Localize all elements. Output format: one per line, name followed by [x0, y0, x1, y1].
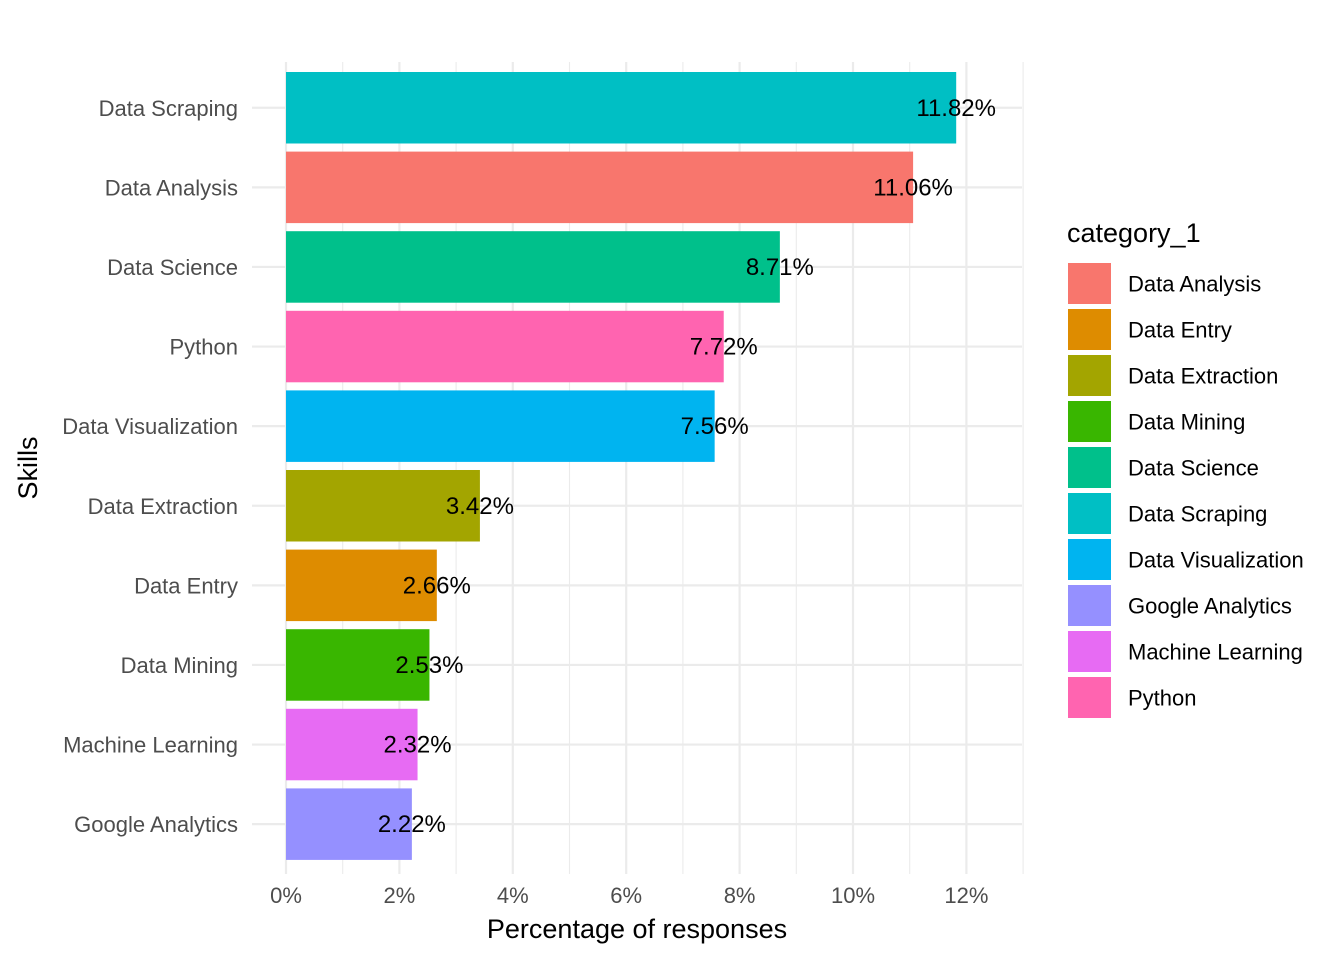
legend-label: Data Scraping: [1128, 502, 1267, 527]
bar-value-labels: 11.82% 11.06% 8.71% 7.72% 7.56% 3.42% 2.66% 2.5…: [378, 95, 996, 838]
bar: [286, 470, 480, 542]
x-tick-label: 0%: [270, 883, 302, 908]
legend-key: [1068, 355, 1111, 396]
bar: [286, 629, 430, 701]
bar: [286, 310, 724, 383]
legend-label: Machine Learning: [1128, 640, 1303, 665]
bar-value-label: 7.72%: [690, 334, 758, 361]
legend-label: Data Science: [1128, 456, 1259, 481]
y-axis-tick-labels: Data Scraping Data Analysis Data Science Py…: [62, 96, 238, 837]
y-tick-label: Data Extraction: [88, 494, 238, 519]
legend-label: Data Analysis: [1128, 272, 1261, 297]
legend-key: [1068, 585, 1111, 626]
legend-key: [1068, 631, 1111, 672]
bar-value-label: 11.82%: [916, 95, 996, 122]
bar-value-label: 2.22%: [378, 811, 446, 838]
bar-value-label: 11.06%: [873, 174, 953, 201]
legend-title: category_1: [1067, 218, 1201, 248]
y-tick-label: Data Analysis: [105, 175, 238, 200]
x-tick-label: 12%: [944, 883, 988, 908]
bar: [286, 708, 418, 781]
bar-value-label: 3.42%: [446, 493, 514, 520]
legend: category_1 Data Analysis Data Entry Data E…: [1067, 218, 1304, 718]
legend-items: Data Analysis Data Entry Data Extraction Da…: [1068, 263, 1304, 718]
legend-key: [1068, 401, 1111, 442]
bar: [286, 788, 412, 860]
bar-value-label: 7.56%: [681, 413, 749, 440]
x-tick-label: 10%: [831, 883, 875, 908]
y-tick-label: Python: [170, 335, 239, 360]
x-axis-tick-labels: 0% 2% 4% 6% 8% 10% 12%: [270, 883, 988, 908]
bar: [286, 390, 715, 462]
x-tick-label: 4%: [497, 883, 529, 908]
legend-key: [1068, 309, 1111, 350]
y-axis-title: Skills: [13, 436, 43, 499]
y-tick-label: Data Visualization: [62, 414, 238, 439]
bar-value-label: 2.53%: [395, 652, 463, 679]
y-tick-label: Google Analytics: [74, 812, 238, 837]
bar: [286, 72, 957, 144]
x-tick-label: 6%: [610, 883, 642, 908]
x-tick-label: 8%: [724, 883, 756, 908]
bar-value-label: 8.71%: [746, 254, 814, 281]
legend-key: [1068, 539, 1111, 580]
y-tick-label: Data Scraping: [99, 96, 238, 121]
legend-label: Python: [1128, 686, 1197, 711]
y-tick-label: Data Science: [107, 255, 238, 280]
y-tick-label: Data Entry: [134, 573, 238, 598]
legend-label: Google Analytics: [1128, 594, 1292, 619]
y-tick-label: Machine Learning: [63, 733, 238, 758]
bar-value-label: 2.32%: [384, 732, 452, 759]
legend-label: Data Visualization: [1128, 548, 1304, 573]
legend-key: [1068, 263, 1111, 304]
bars: [286, 72, 957, 860]
legend-label: Data Extraction: [1128, 364, 1278, 389]
legend-key: [1068, 493, 1111, 534]
legend-label: Data Entry: [1128, 318, 1232, 343]
bar: [286, 151, 914, 224]
bar: [286, 549, 437, 622]
legend-label: Data Mining: [1128, 410, 1245, 435]
legend-key: [1068, 447, 1111, 488]
y-tick-label: Data Mining: [121, 653, 238, 678]
legend-key: [1068, 677, 1111, 718]
bar: [286, 231, 780, 303]
bar-value-label: 2.66%: [403, 572, 471, 599]
x-axis-title: Percentage of responses: [487, 914, 787, 944]
x-tick-label: 2%: [384, 883, 416, 908]
